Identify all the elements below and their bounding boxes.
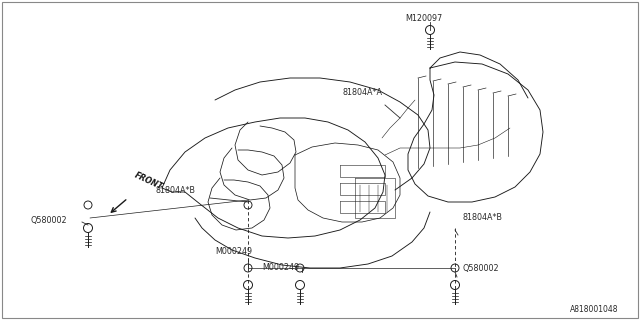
Text: Q580002: Q580002 — [30, 215, 67, 225]
Text: M000249: M000249 — [262, 263, 299, 273]
Text: 81804A*A: 81804A*A — [342, 87, 382, 97]
Text: 81804A*B: 81804A*B — [462, 213, 502, 222]
Text: A818001048: A818001048 — [570, 306, 618, 315]
Text: FRONT: FRONT — [133, 171, 164, 192]
Text: M120097: M120097 — [405, 13, 442, 22]
Text: Q580002: Q580002 — [462, 263, 499, 273]
Text: 81804A*B: 81804A*B — [155, 186, 195, 195]
Text: M000249: M000249 — [215, 247, 252, 257]
